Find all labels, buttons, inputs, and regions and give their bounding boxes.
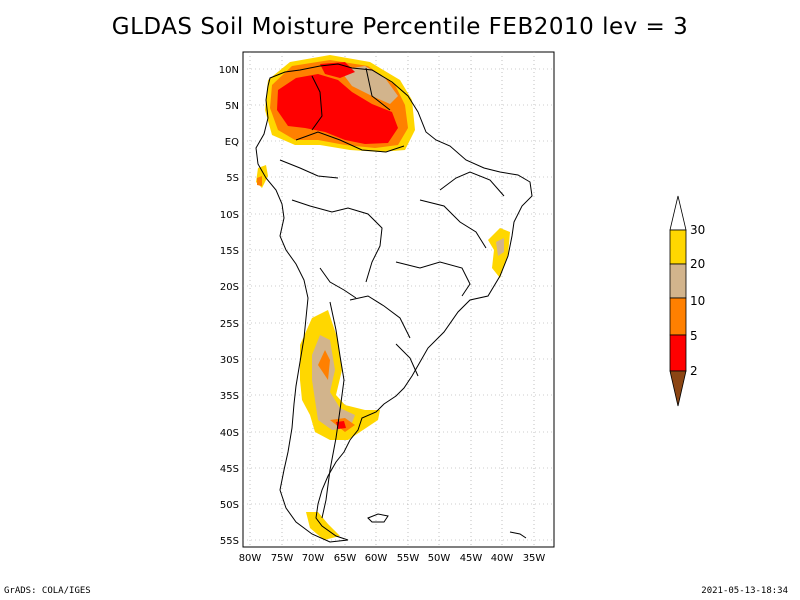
map-grid bbox=[243, 52, 554, 547]
lat-label: 15S bbox=[220, 246, 239, 257]
lat-label: 35S bbox=[220, 391, 239, 402]
plot-frame bbox=[242, 51, 555, 548]
percentile-shading bbox=[256, 55, 510, 540]
lat-label: 40S bbox=[220, 428, 239, 439]
colorbar-label: 20 bbox=[690, 257, 705, 271]
lon-label: 50W bbox=[428, 553, 451, 564]
colorbar-label: 10 bbox=[690, 294, 705, 308]
lat-axis: 10N 5N EQ 5S 10S 15S 20S 25S 30S 35S 40S… bbox=[219, 65, 239, 547]
footer-timestamp: 2021-05-13-18:34 bbox=[701, 586, 788, 596]
lon-label: 40W bbox=[491, 553, 514, 564]
lon-label: 65W bbox=[334, 553, 357, 564]
lat-label: EQ bbox=[225, 137, 239, 148]
lat-label: 50S bbox=[220, 500, 239, 511]
colorbar-seg-10-20 bbox=[669, 263, 687, 299]
lon-label: 55W bbox=[397, 553, 420, 564]
lat-label: 10S bbox=[220, 210, 239, 221]
colorbar-bottom-triangle bbox=[669, 370, 687, 407]
lon-label: 75W bbox=[271, 553, 294, 564]
colorbar-seg-5-10 bbox=[669, 297, 687, 336]
colorbar-seg-20-30 bbox=[669, 229, 687, 265]
lat-label: 20S bbox=[220, 282, 239, 293]
lon-label: 60W bbox=[365, 553, 388, 564]
shade-orange-arg bbox=[318, 350, 330, 380]
lat-label: 5S bbox=[226, 173, 239, 184]
lat-label: 55S bbox=[220, 536, 239, 547]
shade-tan-north bbox=[340, 66, 398, 104]
chart-title: GLDAS Soil Moisture Percentile FEB2010 l… bbox=[111, 14, 689, 40]
footer-credit: GrADS: COLA/IGES bbox=[4, 586, 91, 596]
lon-label: 80W bbox=[239, 553, 262, 564]
colorbar-label: 30 bbox=[690, 223, 705, 237]
lat-label: 5N bbox=[225, 101, 239, 112]
lon-label: 45W bbox=[460, 553, 483, 564]
coastline bbox=[255, 63, 533, 543]
lat-label: 25S bbox=[220, 319, 239, 330]
lon-label: 70W bbox=[302, 553, 325, 564]
colorbar bbox=[669, 195, 687, 407]
colorbar-labels: 30 20 10 5 2 bbox=[690, 223, 705, 378]
shade-tan-brazil bbox=[496, 238, 504, 256]
lon-axis: 80W 75W 70W 65W 60W 55W 50W 45W 40W 35W bbox=[239, 553, 546, 564]
colorbar-label: 2 bbox=[690, 364, 698, 378]
colorbar-seg-2-5 bbox=[669, 334, 687, 372]
colorbar-top-triangle bbox=[669, 195, 687, 231]
lat-label: 30S bbox=[220, 355, 239, 366]
shade-orange-coast bbox=[257, 176, 262, 186]
colorbar-label: 5 bbox=[690, 329, 698, 343]
lon-label: 35W bbox=[523, 553, 546, 564]
shade-red-north bbox=[277, 74, 398, 144]
lat-label: 10N bbox=[219, 65, 239, 76]
lat-label: 45S bbox=[220, 464, 239, 475]
